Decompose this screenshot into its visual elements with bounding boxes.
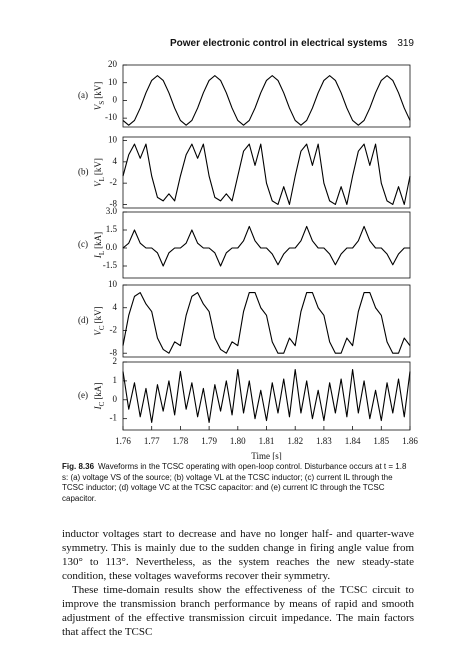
- paragraph: inductor voltages start to decrease and …: [62, 528, 414, 582]
- y-label-subscript: L: [98, 251, 106, 255]
- x-tick-label: 1.79: [201, 436, 217, 446]
- x-tick-label: 1.80: [230, 436, 246, 446]
- panel-label: (a): [78, 90, 88, 100]
- waveform: [122, 292, 411, 354]
- x-tick-label: 1.78: [173, 436, 189, 446]
- y-tick-label: 20: [108, 59, 118, 69]
- y-tick-label: 1.5: [106, 224, 118, 234]
- y-axis-label: VC [kV]: [93, 306, 106, 335]
- y-axis-label: VL [kV]: [93, 158, 106, 187]
- y-tick-label: 3.0: [106, 206, 118, 216]
- y-label-subscript: S: [98, 101, 106, 105]
- y-axis-label: IC[kA]: [93, 383, 106, 411]
- y-label-unit: [kV]: [93, 82, 103, 99]
- caption-text: Waveforms in the TCSC operating with ope…: [62, 462, 407, 503]
- y-tick-label: 1: [113, 375, 118, 385]
- y-axis-label: IL [kA]: [93, 232, 106, 259]
- y-tick-label: 10: [108, 279, 118, 289]
- waveform: [122, 225, 410, 267]
- x-tick-label: 1.77: [144, 436, 160, 446]
- body-text: inductor voltages start to decrease and …: [62, 527, 414, 639]
- y-label-unit: [kV]: [93, 158, 103, 175]
- plot-frame: [122, 284, 411, 358]
- panel-label: (d): [78, 315, 89, 325]
- y-tick-label: -8: [110, 199, 118, 209]
- plot-frame: [122, 211, 411, 279]
- y-tick-label: -2: [110, 325, 118, 335]
- y-axis-label: VS [kV]: [93, 82, 106, 110]
- y-tick-label: -8: [110, 347, 118, 357]
- panel-label: (c): [78, 239, 88, 249]
- waveform: [122, 143, 411, 205]
- y-label-symbol: V: [93, 103, 103, 110]
- y-label-subscript: C: [98, 401, 106, 406]
- x-tick-label: 1.84: [345, 436, 361, 446]
- y-tick-label: 0.0: [106, 242, 118, 252]
- y-tick-label: -1.5: [103, 260, 118, 270]
- running-header: Power electronic control in electrical s…: [170, 38, 414, 49]
- plot-frame: [122, 64, 411, 128]
- x-tick-label: 1.86: [402, 436, 418, 446]
- waveform: [122, 369, 411, 423]
- plot-frame: [122, 136, 411, 209]
- y-tick-label: -2: [110, 177, 118, 187]
- y-tick-label: 2: [113, 356, 118, 366]
- x-tick-label: 1.85: [373, 436, 389, 446]
- figure: (a)VS[kV]20100-10(b)VL[kV]104-2-8(c)IL[k…: [78, 59, 418, 460]
- y-label-symbol: V: [93, 329, 103, 336]
- y-tick-label: -1: [110, 413, 118, 423]
- y-label-symbol: I: [93, 405, 103, 410]
- y-label-unit: [kV]: [93, 306, 103, 323]
- x-tick-label: 1.81: [259, 436, 275, 446]
- y-tick-label: 4: [113, 156, 118, 166]
- caption: Fig. 8.36 Waveforms in the TCSC operating…: [62, 462, 414, 504]
- y-label-subscript: L: [98, 177, 106, 181]
- header-title: Power electronic control in electrical s…: [170, 38, 388, 49]
- x-tick-label: 1.82: [287, 436, 303, 446]
- y-label-symbol: V: [93, 180, 103, 187]
- panel-label: (e): [78, 390, 88, 400]
- y-tick-label: 10: [108, 135, 118, 145]
- y-label-symbol: I: [93, 254, 103, 259]
- y-label-subscript: C: [98, 325, 106, 330]
- caption-label: Fig. 8.36: [62, 462, 95, 471]
- y-tick-label: -10: [105, 112, 117, 122]
- x-axis-label: Time [s]: [251, 451, 281, 460]
- x-tick-label: 1.83: [316, 436, 332, 446]
- y-label-unit: [kA]: [93, 383, 103, 400]
- y-tick-label: 0: [113, 394, 118, 404]
- waveform: [122, 75, 411, 126]
- x-tick-label: 1.76: [115, 436, 131, 446]
- y-tick-label: 0: [113, 94, 118, 104]
- y-label-unit: [kA]: [93, 232, 103, 249]
- page-number: 319: [397, 38, 414, 49]
- y-tick-label: 10: [108, 77, 118, 87]
- paragraph: These time-domain results show the effec…: [62, 584, 414, 638]
- y-tick-label: 4: [113, 302, 118, 312]
- panel-label: (b): [78, 167, 89, 177]
